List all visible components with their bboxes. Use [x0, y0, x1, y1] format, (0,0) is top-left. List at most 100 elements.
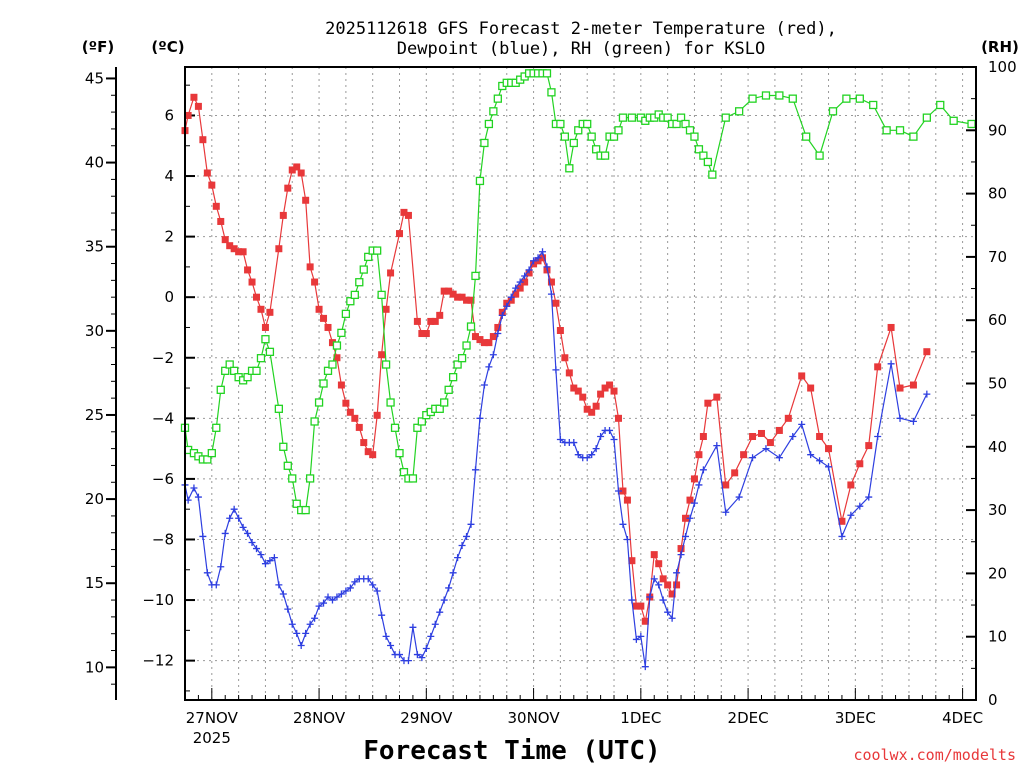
dewpoint-point — [749, 454, 757, 462]
dewpoint-point — [588, 451, 596, 459]
rh-point — [292, 499, 301, 508]
rh-point — [788, 94, 797, 103]
rh-tick-label: 70 — [988, 248, 1007, 266]
dewpoint-point — [387, 641, 395, 649]
dewpoint-point — [619, 520, 627, 528]
dewpoint-point — [199, 532, 207, 540]
celsius-tick-label: 6 — [164, 106, 174, 124]
series-rh — [180, 69, 976, 515]
temperature-point — [641, 617, 649, 625]
dewpoint-point — [293, 629, 301, 637]
rh-point — [337, 328, 346, 338]
dewpoint-point — [856, 502, 864, 510]
temperature-point — [337, 381, 345, 389]
dewpoint-point — [650, 575, 658, 583]
rh-point — [341, 309, 351, 319]
celsius-tick-label: 4 — [164, 167, 174, 185]
dewpoint-point — [297, 641, 305, 649]
dewpoint-point — [699, 466, 707, 474]
rh-point — [493, 94, 502, 103]
fahrenheit-unit-label: (ºF) — [82, 38, 114, 56]
temperature-point — [673, 581, 681, 589]
x-tick-label: 28NOV — [293, 709, 346, 727]
x-tick-sublabel: 2025 — [193, 729, 231, 747]
fahrenheit-tick-label: 20 — [85, 490, 104, 508]
celsius-tick-label: −8 — [152, 530, 174, 548]
temperature-point — [896, 384, 904, 392]
dewpoint-point — [775, 454, 783, 462]
temperature-point — [516, 284, 524, 292]
rh-point — [457, 354, 467, 363]
temperature-point — [351, 414, 359, 422]
dewpoint-point — [825, 463, 833, 471]
temperature-point — [606, 381, 614, 389]
dewpoint-point — [427, 632, 435, 640]
rh-point — [448, 373, 458, 382]
temperature-point — [244, 266, 252, 274]
temperature-point — [364, 448, 372, 456]
x-tick-label: 2DEC — [728, 709, 769, 727]
temperature-point — [539, 254, 547, 262]
rh-point — [413, 423, 422, 432]
rh-point — [288, 474, 297, 483]
temperature-point — [257, 305, 265, 313]
dewpoint-point — [677, 551, 685, 559]
dewpoint-point — [628, 596, 636, 604]
dewpoint-point — [583, 454, 591, 462]
dewpoint-point — [284, 605, 292, 613]
dewpoint-point — [923, 390, 931, 398]
dewpoint-point — [606, 426, 614, 434]
temperature-point — [874, 363, 882, 371]
rh-point — [252, 366, 261, 375]
rh-point — [627, 113, 637, 122]
series-layer — [180, 69, 976, 671]
rh-point — [355, 278, 364, 287]
dewpoint-point — [887, 360, 895, 368]
temperature-point — [570, 384, 578, 392]
dewpoint-point — [713, 442, 721, 450]
temperature-point — [302, 196, 310, 204]
temperature-point — [592, 402, 600, 410]
dewpoint-point — [279, 590, 287, 598]
temperature-point — [440, 287, 448, 295]
temperature-point — [476, 336, 484, 344]
rh-point — [569, 138, 578, 148]
dewpoint-point — [194, 493, 202, 501]
temperature-point — [489, 333, 497, 341]
rh-point — [734, 107, 744, 116]
dewpoint-point — [556, 436, 564, 444]
dewpoint-point — [471, 466, 479, 474]
temperature-point — [217, 217, 225, 225]
temperature-point — [378, 351, 386, 359]
rh-point — [395, 448, 404, 458]
rh-point — [203, 455, 212, 464]
series-temperature — [181, 93, 931, 625]
rh-point — [489, 107, 498, 116]
dewpoint-point — [378, 611, 386, 619]
temperature-point — [212, 202, 220, 210]
temperature-point — [565, 369, 573, 377]
fahrenheit-tick-label: 15 — [85, 574, 104, 592]
temperature-point — [431, 317, 439, 325]
temperature-point — [521, 278, 529, 286]
dewpoint-point — [422, 645, 430, 653]
rh-point — [381, 360, 391, 369]
dewpoint-point — [690, 499, 698, 507]
rh-point — [261, 335, 270, 344]
x-tick-label: 30NOV — [508, 709, 561, 727]
dewpoint-point — [369, 581, 377, 589]
temperature-point — [427, 317, 435, 325]
temperature-point — [387, 269, 395, 277]
rh-point — [484, 119, 494, 129]
dewpoint-point — [257, 551, 265, 559]
dewpoint-point — [320, 599, 328, 607]
temperature-point — [614, 414, 622, 422]
rh-point — [685, 126, 695, 135]
dewpoint-point — [735, 493, 743, 501]
fahrenheit-tick-label: 30 — [85, 322, 104, 340]
temperature-point — [373, 411, 381, 419]
temperature-point — [825, 445, 833, 453]
dewpoint-point — [552, 366, 560, 374]
rh-point — [591, 145, 601, 154]
